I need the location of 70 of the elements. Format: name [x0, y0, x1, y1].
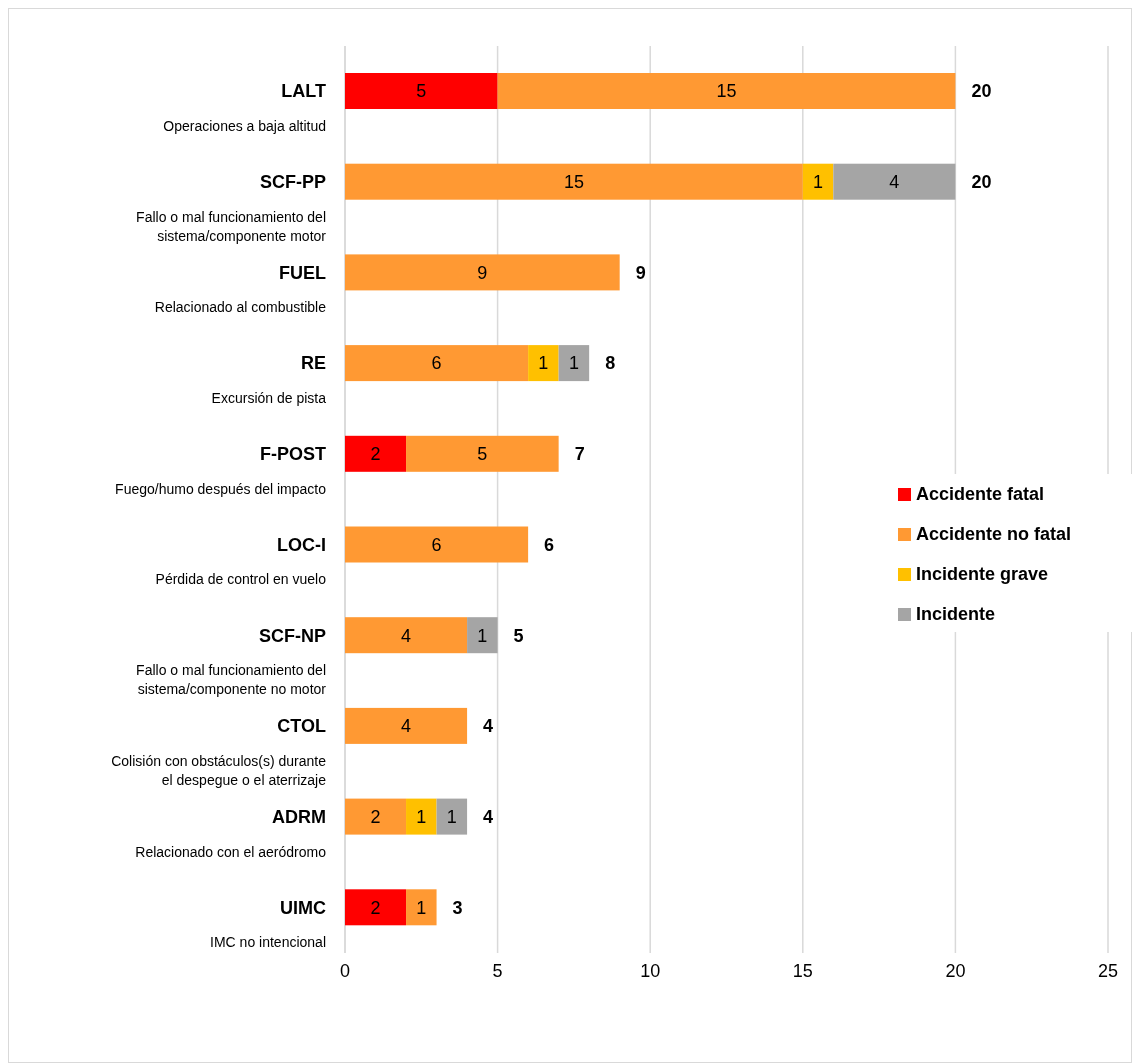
- bar: [345, 617, 468, 654]
- bar: [406, 889, 437, 926]
- data-label: 4: [401, 716, 412, 737]
- total-label: 4: [483, 716, 494, 737]
- bar: [345, 889, 407, 926]
- data-label: 6: [431, 534, 442, 555]
- bar: [497, 73, 956, 109]
- legend-label: Incidente grave: [916, 564, 1049, 585]
- total-label: 3: [452, 897, 463, 918]
- y-tick-label: RE Excursión de pista: [211, 353, 327, 406]
- x-tick-label: 10: [640, 961, 661, 982]
- total-label: 20: [971, 81, 992, 102]
- bar: [436, 798, 468, 835]
- y-tick-label: CTOL Colisión con obstáculos(s) durante el despegue o el aterrizaje: [111, 716, 327, 788]
- data-label: 2: [370, 897, 381, 918]
- x-tick-label: 0: [339, 961, 351, 982]
- data-label: 2: [370, 806, 381, 827]
- bar: [406, 435, 559, 472]
- y-tick-label: FUEL Relacionado al combustible: [154, 262, 327, 316]
- data-label: 4: [889, 172, 900, 192]
- total-label: 5: [513, 625, 524, 646]
- x-tick-label: 20: [945, 961, 966, 982]
- x-tick-label: 15: [792, 961, 813, 982]
- data-label: 1: [446, 806, 457, 827]
- y-tick-label: UIMC IMC no intencional: [210, 897, 326, 951]
- bar: [528, 345, 559, 382]
- data-label: 6: [431, 353, 442, 374]
- x-tick-label: 5: [492, 961, 503, 982]
- y-tick-label: F-POST Fuego/humo después del impacto: [115, 444, 327, 497]
- y-tick-label: LALT Operaciones a baja altitud: [163, 81, 326, 134]
- legend-label: Accidente no fatal: [916, 524, 1072, 545]
- total-label: 8: [605, 353, 616, 374]
- bar: [558, 345, 590, 382]
- y-tick-label: ADRM Relacionado con el aeródromo: [135, 806, 327, 860]
- data-label: 1: [477, 625, 488, 646]
- data-label: 15: [716, 81, 737, 102]
- bar: [345, 254, 620, 291]
- bar: [345, 345, 529, 382]
- data-label: 9: [477, 262, 488, 283]
- bar: [467, 617, 498, 654]
- legend-label: Accidente fatal: [916, 484, 1045, 505]
- bar: [345, 707, 468, 744]
- data-label: 5: [416, 81, 427, 102]
- total-label: 6: [544, 534, 555, 555]
- x-tick-label: 25: [1097, 961, 1119, 982]
- bar: [802, 163, 834, 200]
- bar: [833, 163, 956, 200]
- data-label: 4: [401, 625, 412, 646]
- data-label: 5: [477, 444, 488, 465]
- data-label: 15: [563, 172, 584, 192]
- bar: [406, 798, 437, 835]
- data-label: 1: [538, 353, 549, 374]
- bar: [345, 73, 498, 109]
- total-label: 4: [483, 806, 494, 827]
- data-label: 1: [416, 897, 427, 918]
- total-label: 9: [635, 262, 646, 283]
- data-label: 1: [416, 806, 427, 827]
- bar: [345, 526, 529, 563]
- y-tick-label: SCF-NP Fallo o mal funcionamiento del sistema/componente no motor: [136, 625, 327, 698]
- data-label: 2: [370, 444, 381, 465]
- bar: [345, 435, 407, 472]
- bar: [345, 798, 407, 835]
- bar: [345, 163, 803, 200]
- data-label: 1: [568, 353, 579, 374]
- total-label: 7: [574, 444, 585, 465]
- total-label: 20: [971, 172, 992, 192]
- legend-label: Incidente: [916, 604, 996, 625]
- y-tick-label: SCF-PP Fallo o mal funcionamiento del sistema/componente motor: [136, 172, 327, 244]
- data-label: 1: [813, 172, 824, 192]
- y-tick-label: LOC-I Pérdida de control en vuelo: [155, 534, 327, 588]
